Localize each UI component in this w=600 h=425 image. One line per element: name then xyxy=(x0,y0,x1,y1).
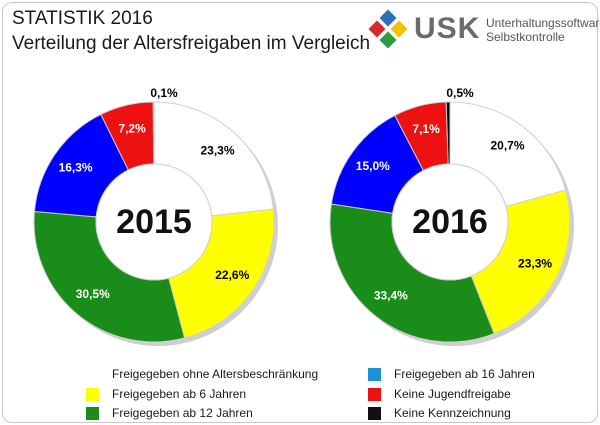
legend-item: Keine Jugendfreigabe xyxy=(368,386,511,402)
legend-label: Keine Kennzeichnung xyxy=(394,406,511,420)
legend-item: Freigegeben ab 12 Jahren xyxy=(86,405,253,421)
legend-label: Freigegeben ab 16 Jahren xyxy=(394,367,535,381)
legend-swatch xyxy=(86,387,99,401)
slice-label: 23,3% xyxy=(200,144,234,158)
slice-label: 0,5% xyxy=(446,86,474,100)
logo-subtitle-2: Selbstkontrolle xyxy=(486,30,565,44)
slice-label: 30,5% xyxy=(76,287,110,301)
donut-center xyxy=(95,163,213,281)
legend-label: Keine Jugendfreigabe xyxy=(394,387,511,401)
legend-item: Freigegeben ab 16 Jahren xyxy=(368,366,535,382)
slice-label: 16,3% xyxy=(59,161,93,175)
year-label: 2016 xyxy=(412,203,488,241)
legend-label: Freigegeben ab 12 Jahren xyxy=(112,406,253,420)
page-subtitle: Verteilung der Altersfreigaben im Vergle… xyxy=(12,33,371,54)
page-title: STATISTIK 2016 xyxy=(12,8,153,29)
donut-slice-2015-5 xyxy=(152,101,155,165)
usk-logo: USK Unterhaltungssoftware Selbstkontroll… xyxy=(368,9,600,50)
slice-label: 0,1% xyxy=(150,86,178,100)
legend-swatch xyxy=(86,406,99,420)
legend-label: Freigegeben ohne Altersbeschränkung xyxy=(112,367,319,381)
legend-item: Freigegeben ohne Altersbeschränkung xyxy=(86,366,318,382)
slice-label: 23,3% xyxy=(518,257,552,271)
year-label: 2015 xyxy=(116,203,192,241)
slice-label: 7,2% xyxy=(118,122,146,136)
legend-swatch xyxy=(86,367,99,381)
slice-label: 7,1% xyxy=(412,122,440,136)
legend-swatch xyxy=(368,367,381,381)
slice-label: 22,6% xyxy=(215,268,249,282)
legend-item: Freigegeben ab 6 Jahren xyxy=(86,386,246,402)
slice-label: 15,0% xyxy=(356,159,390,173)
legend-label: Freigegeben ab 6 Jahren xyxy=(112,387,247,401)
logo-subtitle-1: Unterhaltungssoftware xyxy=(486,16,600,30)
legend-swatch xyxy=(368,387,381,401)
legend-swatch xyxy=(368,406,381,420)
logo-wordmark: USK xyxy=(414,12,481,45)
donut-center xyxy=(391,163,509,281)
slice-label: 20,7% xyxy=(491,139,525,153)
slice-label: 33,4% xyxy=(374,288,408,302)
legend-item: Keine Kennzeichnung xyxy=(368,405,511,421)
